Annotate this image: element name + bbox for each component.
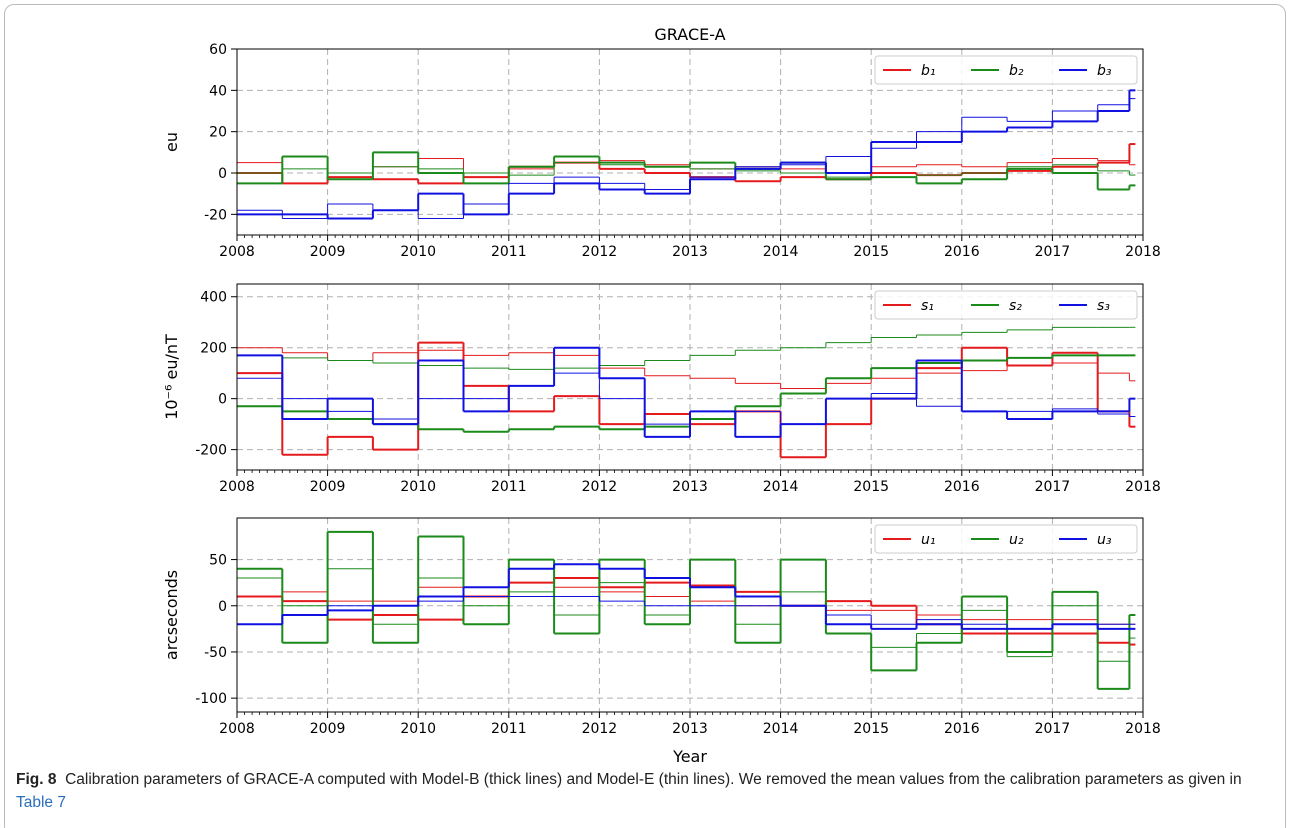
- x-tick-label: 2017: [1035, 721, 1071, 737]
- x-tick-label: 2018: [1125, 244, 1161, 260]
- y-tick-label: 0: [218, 166, 227, 182]
- x-tick-label: 2008: [219, 479, 255, 495]
- x-tick-label: 2011: [491, 479, 527, 495]
- plot-frame: [236, 283, 1144, 471]
- x-tick-label: 2009: [310, 244, 346, 260]
- y-axis-label: 10⁻⁶ eu/nT: [162, 334, 181, 420]
- x-tick-label: 2008: [219, 244, 255, 260]
- legend-label: b₂: [1009, 63, 1024, 79]
- x-tick-label: 2009: [310, 479, 346, 495]
- x-tick-label: 2012: [582, 479, 618, 495]
- y-tick-label: 200: [200, 341, 227, 357]
- y-tick-label: -100: [195, 691, 227, 707]
- legend-label: u₂: [1009, 532, 1024, 548]
- x-tick-label: 2015: [853, 244, 889, 260]
- legend-box: [874, 524, 1138, 554]
- y-tick-label: 0: [218, 599, 227, 615]
- x-tick-label: 2018: [1125, 479, 1161, 495]
- x-tick-label: 2018: [1125, 721, 1161, 737]
- chart-title: GRACE-A: [654, 25, 725, 44]
- x-tick-label: 2013: [672, 721, 708, 737]
- caption-ref[interactable]: Table 7: [16, 794, 66, 811]
- x-tick-label: 2015: [853, 479, 889, 495]
- plot-lines: [237, 89, 1136, 220]
- y-tick-label: 40: [209, 83, 227, 99]
- y-tick-label: 400: [200, 290, 227, 306]
- legend-box: [874, 55, 1138, 85]
- figure: 2008 2009 2010 2011 2012 2013 2014 2015 2016 2017…: [162, 25, 1161, 765]
- y-axis-label: arcseconds: [162, 570, 181, 660]
- x-tick-label: 2012: [582, 244, 618, 260]
- legend-label: b₃: [1097, 63, 1112, 79]
- x-tick-label: 2010: [400, 479, 436, 495]
- x-tick-label: 2017: [1035, 479, 1071, 495]
- caption: Fig. 8 Calibration parameters of GRACE-A…: [16, 768, 1276, 814]
- x-tick-label: 2009: [310, 721, 346, 737]
- x-tick-label: 2017: [1035, 244, 1071, 260]
- x-tick-label: 2014: [763, 244, 799, 260]
- plot-lines: [237, 326, 1136, 459]
- y-axis-label: eu: [162, 132, 181, 152]
- x-tick-label: 2014: [763, 479, 799, 495]
- y-tick-label: 60: [209, 42, 227, 58]
- x-axis-label: Year: [672, 747, 707, 765]
- legend-label: s₃: [1097, 298, 1110, 314]
- y-tick-label: -50: [204, 645, 227, 661]
- x-tick-label: 2012: [582, 721, 618, 737]
- legend-label: s₂: [1009, 298, 1022, 314]
- x-tick-label: 2016: [944, 479, 980, 495]
- x-tick-label: 2016: [944, 244, 980, 260]
- x-tick-label: 2014: [763, 721, 799, 737]
- x-tick-label: 2015: [853, 721, 889, 737]
- caption-label: Fig. 8: [16, 771, 57, 788]
- plot-lines: [237, 530, 1136, 690]
- x-tick-label: 2016: [944, 721, 980, 737]
- caption-text: Calibration parameters of GRACE-A comput…: [65, 771, 1242, 788]
- legend-label: s₁: [921, 298, 934, 314]
- x-tick-label: 2013: [672, 479, 708, 495]
- x-tick-label: 2008: [219, 721, 255, 737]
- x-tick-label: 2013: [672, 244, 708, 260]
- x-tick-label: 2010: [400, 721, 436, 737]
- x-tick-label: 2010: [400, 244, 436, 260]
- y-tick-label: 50: [209, 553, 227, 569]
- y-tick-label: -200: [195, 443, 227, 459]
- legend-label: u₁: [921, 532, 936, 548]
- legend-label: u₃: [1097, 532, 1112, 548]
- plot-frame: [236, 48, 1144, 236]
- x-tick-label: 2011: [491, 721, 527, 737]
- x-tick-label: 2011: [491, 244, 527, 260]
- plot-frame: [236, 517, 1144, 713]
- legend-box: [874, 290, 1138, 320]
- y-tick-label: 0: [218, 392, 227, 408]
- legend-label: b₁: [921, 63, 936, 79]
- y-tick-label: 20: [209, 125, 227, 141]
- frame: [4, 4, 1286, 828]
- y-tick-label: -20: [204, 207, 227, 223]
